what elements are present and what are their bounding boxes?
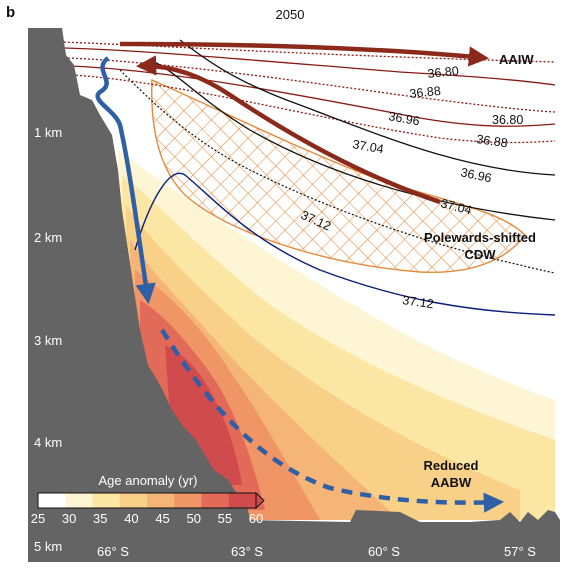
colorbar-tick-label: 25 [31,511,45,526]
colorbar: Age anomaly (yr) 25 30 35 40 45 50 55 60 [31,473,265,526]
colorbar-swatch [228,493,257,508]
aabw-label-line2: AABW [431,475,472,490]
colorbar-tick-label: 55 [218,511,232,526]
contour-dark-3 [119,69,556,274]
panel-letter: b [6,4,15,21]
depth-label-2km: 2 km [34,230,62,245]
colorbar-frame [37,492,257,509]
salinity-contours [59,39,556,316]
contour-red-3 [67,57,556,113]
depth-axis: 1 km 2 km 3 km 4 km 5 km [34,125,62,554]
panel-year: 2050 [276,7,305,22]
contour-label-2: 36.88 [409,84,442,101]
depth-label-3km: 3 km [34,333,62,348]
latitude-axis: 66° S 63° S 60° S 57° S [97,544,536,559]
colorbar-tick-label: 60 [249,511,263,526]
contour-red-5 [71,74,556,144]
lat-label-63s: 63° S [231,544,263,559]
contour-blue [134,172,556,316]
aaiw-arrow-north [119,41,490,67]
colorbar-tick-label: 40 [124,511,138,526]
contour-label-7: 36.96 [459,165,493,185]
aaiw-arrow-south [135,55,441,205]
cdw-hatched-region [151,78,526,273]
age-anomaly-field [118,150,555,520]
contour-dark-1 [179,39,556,176]
cdw-label-line2: CDW [464,247,496,262]
contour-dark-2 [149,59,556,221]
aabw-circulation [95,56,505,513]
contour-label-1: 36.80 [427,64,460,81]
colorbar-swatch [201,493,230,508]
colorbar-ticks: 25 30 35 40 45 50 55 60 [31,511,263,526]
contour-red-1 [59,41,556,63]
aabw-descending-path [95,56,156,305]
contour-label-10: 37.12 [402,293,435,311]
contour-label-3: 36.80 [492,113,523,127]
depth-label-5km: 5 km [34,539,62,554]
aaiw-label: AAIW [499,52,534,67]
aaiw-circulation [119,41,490,205]
colorbar-swatch [92,493,121,508]
colorbar-tick-label: 45 [155,511,169,526]
bathymetry [28,28,560,562]
colorbar-swatches [37,491,265,510]
contour-label-6: 37.04 [351,137,384,156]
colorbar-swatch [119,493,148,508]
lat-label-60s: 60° S [368,544,400,559]
contour-label-5: 36.88 [476,132,509,150]
colorbar-swatch [38,493,66,508]
contour-labels: 36.80 36.88 36.80 36.96 36.88 37.04 36.9… [299,64,524,312]
cdw-label-line1: Polewards-shifted [424,230,536,245]
colorbar-swatch [174,493,202,508]
lat-label-57s: 57° S [504,544,536,559]
depth-label-4km: 4 km [34,435,62,450]
lat-label-66s: 66° S [97,544,129,559]
colorbar-swatch [147,493,175,508]
aabw-reduced-path [160,328,505,513]
colorbar-tick-label: 30 [62,511,76,526]
contour-red-2 [64,47,556,86]
aabw-label-line1: Reduced [424,458,479,473]
colorbar-tick-label: 35 [93,511,107,526]
colorbar-swatch [65,493,93,508]
contour-label-4: 36.96 [387,109,420,128]
depth-label-1km: 1 km [34,125,62,140]
colorbar-title: Age anomaly (yr) [99,473,198,488]
colorbar-tick-label: 50 [186,511,200,526]
